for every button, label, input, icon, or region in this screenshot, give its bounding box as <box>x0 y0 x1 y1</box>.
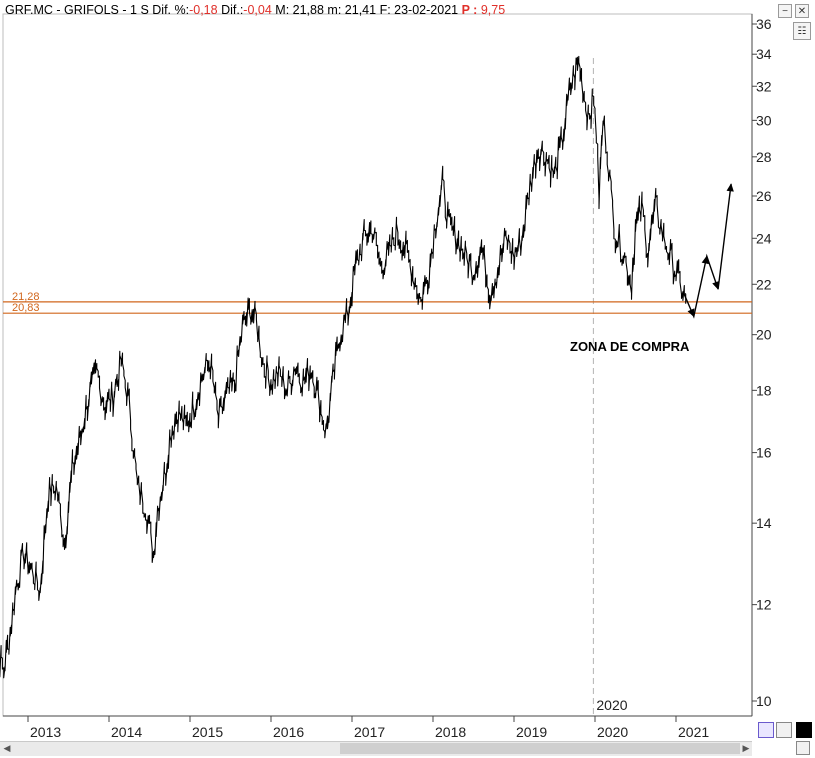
x-tick-label: 2016 <box>273 724 304 740</box>
minimize-icon[interactable]: − <box>778 4 792 18</box>
layout-icon[interactable] <box>776 722 792 738</box>
support-label-2: 20,83 <box>12 302 40 314</box>
dif-value: -0,04 <box>243 3 272 17</box>
x-tick-label: 2013 <box>30 724 61 740</box>
date-value: 23-02-2021 <box>394 3 459 17</box>
y-tick-label: 20 <box>756 327 772 343</box>
x-tick-label: 2020 <box>597 724 628 740</box>
min-label: m: <box>327 3 342 17</box>
chart-header: GRF.MC - GRIFOLS - 1 S Dif. %:-0,18 Dif.… <box>5 3 505 17</box>
dif-label: Dif.: <box>221 3 244 17</box>
save-icon[interactable] <box>758 722 774 738</box>
y-tick-label: 14 <box>756 515 772 531</box>
x-tick-label: 2021 <box>678 724 709 740</box>
x-tick-label: 2015 <box>192 724 223 740</box>
projection-path <box>683 183 732 319</box>
y-tick-label: 26 <box>756 188 772 204</box>
plot-frame <box>2 13 753 717</box>
color-swatch-icon[interactable] <box>796 722 812 738</box>
price-series <box>0 55 687 679</box>
y-tick-label: 34 <box>756 46 772 62</box>
y-tick-label: 28 <box>756 149 772 165</box>
scroll-left-arrow[interactable]: ◀ <box>3 743 11 753</box>
projection-arrowhead <box>687 308 695 318</box>
y-tick-label: 30 <box>756 112 772 128</box>
date-label: F: <box>379 3 391 17</box>
x-tick-label: 2014 <box>111 724 142 740</box>
y-tick-label: 10 <box>756 693 772 709</box>
dif-pct-label: Dif. %: <box>152 3 190 17</box>
y-tick-label: 16 <box>756 445 772 461</box>
x-tick-label: 2019 <box>516 724 547 740</box>
y-tick-label: 12 <box>756 597 772 613</box>
projection-arrowhead <box>726 183 734 192</box>
projection-arrowhead <box>701 255 709 265</box>
zona-de-compra-label: ZONA DE COMPRA <box>570 339 690 354</box>
max-label: M: <box>275 3 290 17</box>
y-tick-label: 18 <box>756 382 772 398</box>
scroll-right-arrow[interactable]: ▶ <box>742 743 750 753</box>
y-tick-label: 36 <box>756 16 772 32</box>
year-marker-label: 2020 <box>596 697 627 713</box>
x-tick-label: 2018 <box>435 724 466 740</box>
p-value: 9,75 <box>480 3 506 17</box>
y-tick-label: 22 <box>756 276 772 292</box>
close-icon[interactable]: ✕ <box>795 4 809 18</box>
min-value: 21,41 <box>344 3 377 17</box>
dif-pct-value: -0,18 <box>189 3 218 17</box>
p-label: P : <box>461 3 478 17</box>
y-tick-label: 32 <box>756 78 772 94</box>
y-tick-label: 24 <box>756 230 772 246</box>
period-label: 1 S <box>130 3 149 17</box>
corner-icon[interactable] <box>796 741 810 755</box>
support-label-1: 21,28 <box>12 291 40 303</box>
max-value: 21,88 <box>292 3 324 17</box>
x-tick-label: 2017 <box>354 724 385 740</box>
ticker-label: GRF.MC - GRIFOLS - <box>5 3 127 17</box>
chart-settings-icon[interactable]: ☷ <box>793 22 811 40</box>
projection-arrowhead <box>712 281 720 290</box>
scrollbar-thumb[interactable] <box>340 743 740 754</box>
